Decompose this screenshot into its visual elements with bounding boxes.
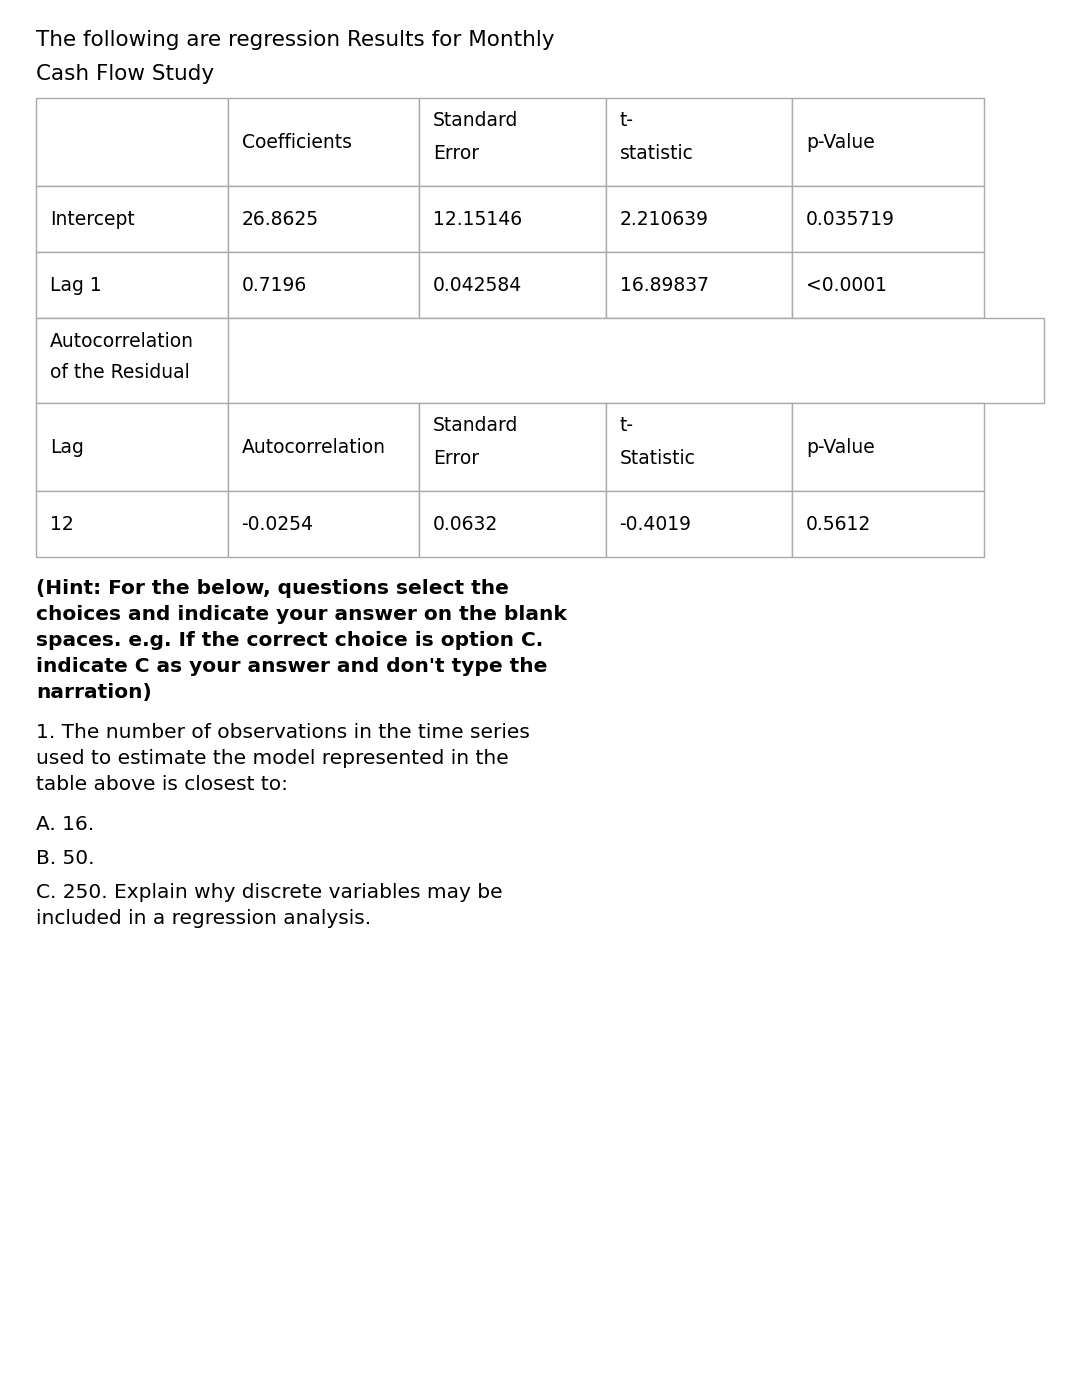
Text: 0.035719: 0.035719 (806, 209, 895, 228)
Text: 12.15146: 12.15146 (433, 209, 522, 228)
Bar (228, 403, 419, 491)
Text: Lag: Lag (50, 437, 84, 456)
Text: 16.89837: 16.89837 (620, 275, 708, 294)
Text: Cash Flow Study: Cash Flow Study (36, 65, 214, 84)
Text: Autocorrelation: Autocorrelation (50, 331, 194, 351)
Text: p-Value: p-Value (806, 132, 875, 151)
Text: A. 16.: A. 16. (36, 815, 94, 835)
Bar (419, 252, 606, 318)
Bar (228, 491, 419, 557)
Text: (Hint: For the below, questions select the: (Hint: For the below, questions select t… (36, 579, 509, 598)
Text: Standard: Standard (433, 111, 518, 131)
Bar (36, 403, 228, 491)
Bar (606, 491, 792, 557)
Text: spaces. e.g. If the correct choice is option C.: spaces. e.g. If the correct choice is op… (36, 631, 543, 650)
Bar (792, 98, 984, 186)
Text: table above is closest to:: table above is closest to: (36, 775, 288, 793)
Bar (606, 403, 792, 491)
Text: -0.4019: -0.4019 (620, 514, 691, 534)
Text: <0.0001: <0.0001 (806, 275, 887, 294)
Text: 26.8625: 26.8625 (242, 209, 319, 228)
Text: B. 50.: B. 50. (36, 848, 95, 868)
Text: 0.5612: 0.5612 (806, 514, 872, 534)
Bar (228, 186, 419, 252)
Text: Error: Error (433, 450, 480, 468)
Text: Autocorrelation: Autocorrelation (242, 437, 386, 456)
Text: C. 250. Explain why discrete variables may be: C. 250. Explain why discrete variables m… (36, 883, 502, 902)
Bar (792, 403, 984, 491)
Bar (606, 252, 792, 318)
Text: Coefficients: Coefficients (242, 132, 351, 151)
Bar (36, 186, 228, 252)
Bar (419, 403, 606, 491)
Text: -0.0254: -0.0254 (242, 514, 313, 534)
Bar (36, 252, 228, 318)
Text: included in a regression analysis.: included in a regression analysis. (36, 909, 372, 928)
Text: 2.210639: 2.210639 (620, 209, 708, 228)
Bar (419, 491, 606, 557)
Bar (419, 186, 606, 252)
Text: 0.042584: 0.042584 (433, 275, 523, 294)
Bar (228, 98, 419, 186)
Bar (36, 318, 1044, 403)
Text: p-Value: p-Value (806, 437, 875, 456)
Bar (606, 186, 792, 252)
Text: t-: t- (620, 111, 634, 131)
Bar (228, 252, 419, 318)
Text: Statistic: Statistic (620, 450, 696, 468)
Text: Standard: Standard (433, 417, 518, 434)
Text: choices and indicate your answer on the blank: choices and indicate your answer on the … (36, 605, 567, 624)
Text: statistic: statistic (620, 144, 693, 164)
Bar (606, 98, 792, 186)
Text: used to estimate the model represented in the: used to estimate the model represented i… (36, 749, 509, 769)
Text: 0.0632: 0.0632 (433, 514, 498, 534)
Bar (419, 98, 606, 186)
Text: Error: Error (433, 144, 480, 164)
Bar (36, 491, 228, 557)
Text: 12: 12 (50, 514, 73, 534)
Text: indicate C as your answer and don't type the: indicate C as your answer and don't type… (36, 657, 548, 676)
Text: The following are regression Results for Monthly: The following are regression Results for… (36, 30, 554, 50)
Text: Intercept: Intercept (50, 209, 135, 228)
Bar (792, 491, 984, 557)
Text: 1. The number of observations in the time series: 1. The number of observations in the tim… (36, 723, 530, 742)
Text: 0.7196: 0.7196 (242, 275, 307, 294)
Text: Lag 1: Lag 1 (50, 275, 102, 294)
Text: t-: t- (620, 417, 634, 434)
Bar (792, 186, 984, 252)
Bar (792, 252, 984, 318)
Text: narration): narration) (36, 683, 152, 703)
Bar (36, 98, 228, 186)
Text: of the Residual: of the Residual (50, 363, 190, 381)
